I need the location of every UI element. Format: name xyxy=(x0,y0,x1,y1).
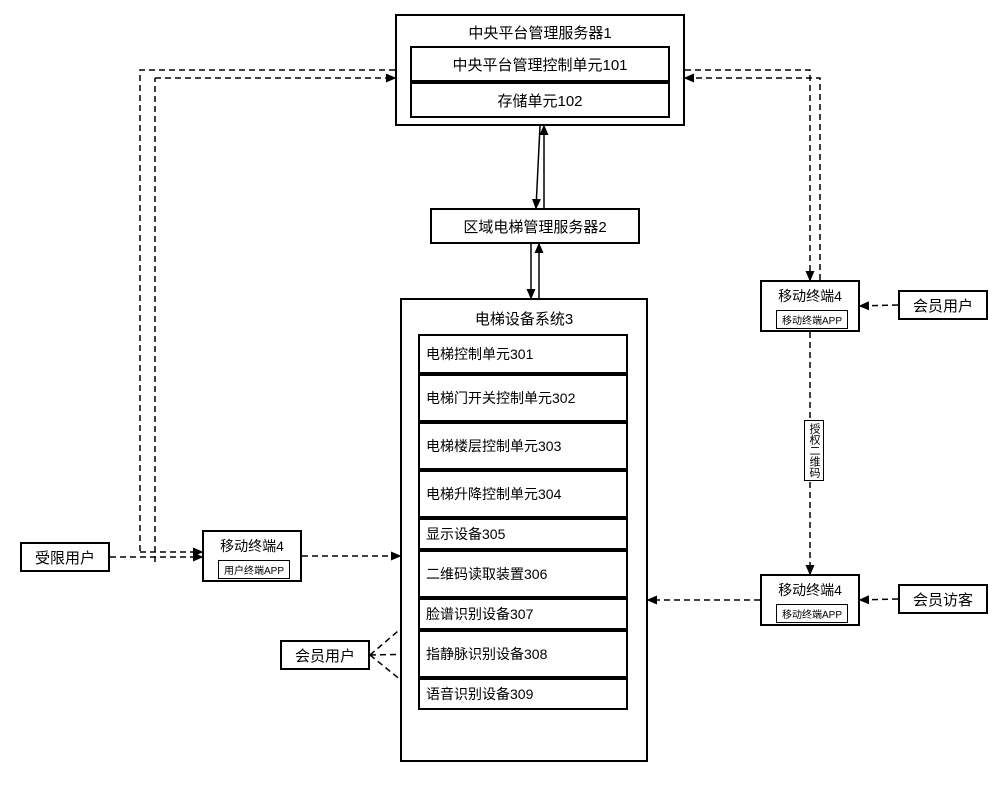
elevator-item-307: 脸谱识别设备307 xyxy=(418,598,628,630)
elevator-item-302: 电梯门开关控制单元302 xyxy=(418,374,628,422)
member-user-top-box: 会员用户 xyxy=(898,290,988,320)
regional-server-label: 区域电梯管理服务器2 xyxy=(463,216,606,237)
central-unit-101-label: 中央平台管理控制单元101 xyxy=(452,54,627,75)
elevator-item-309: 语音识别设备309 xyxy=(418,678,628,710)
central-unit-102: 存储单元102 xyxy=(410,82,670,118)
restricted-user-label: 受限用户 xyxy=(35,547,95,568)
restricted-user-box: 受限用户 xyxy=(20,542,110,572)
central-unit-101: 中央平台管理控制单元101 xyxy=(410,46,670,82)
member-user-top-label: 会员用户 xyxy=(913,295,973,316)
terminal-right-top-title: 移动终端4 xyxy=(762,286,858,306)
terminal-left-app: 用户终端APP xyxy=(218,560,290,579)
member-visitor-label: 会员访客 xyxy=(913,589,973,610)
elevator-item-303: 电梯楼层控制单元303 xyxy=(418,422,628,470)
terminal-right-top-box: 移动终端4 移动终端APP xyxy=(760,280,860,332)
terminal-right-bottom-box: 移动终端4 移动终端APP xyxy=(760,574,860,626)
elevator-item-308: 指静脉识别设备308 xyxy=(418,630,628,678)
qr-auth-label: 授权二维码 xyxy=(804,420,824,481)
terminal-right-bottom-title: 移动终端4 xyxy=(762,580,858,600)
regional-server-box: 区域电梯管理服务器2 xyxy=(430,208,640,244)
qr-auth-text: 授权二维码 xyxy=(808,423,820,478)
elevator-item-301: 电梯控制单元301 xyxy=(418,334,628,374)
elevator-item-305: 显示设备305 xyxy=(418,518,628,550)
terminal-left-box: 移动终端4 用户终端APP xyxy=(202,530,302,582)
central-unit-102-label: 存储单元102 xyxy=(497,90,582,111)
elevator-system-title: 电梯设备系统3 xyxy=(402,308,646,329)
terminal-left-title: 移动终端4 xyxy=(204,536,300,556)
central-server-title: 中央平台管理服务器1 xyxy=(397,22,683,43)
member-visitor-box: 会员访客 xyxy=(898,584,988,614)
elevator-item-306: 二维码读取装置306 xyxy=(418,550,628,598)
member-user-bottom-label: 会员用户 xyxy=(295,645,355,666)
member-user-bottom-box: 会员用户 xyxy=(280,640,370,670)
terminal-right-bottom-app: 移动终端APP xyxy=(776,604,848,623)
elevator-item-304: 电梯升降控制单元304 xyxy=(418,470,628,518)
terminal-right-top-app: 移动终端APP xyxy=(776,310,848,329)
